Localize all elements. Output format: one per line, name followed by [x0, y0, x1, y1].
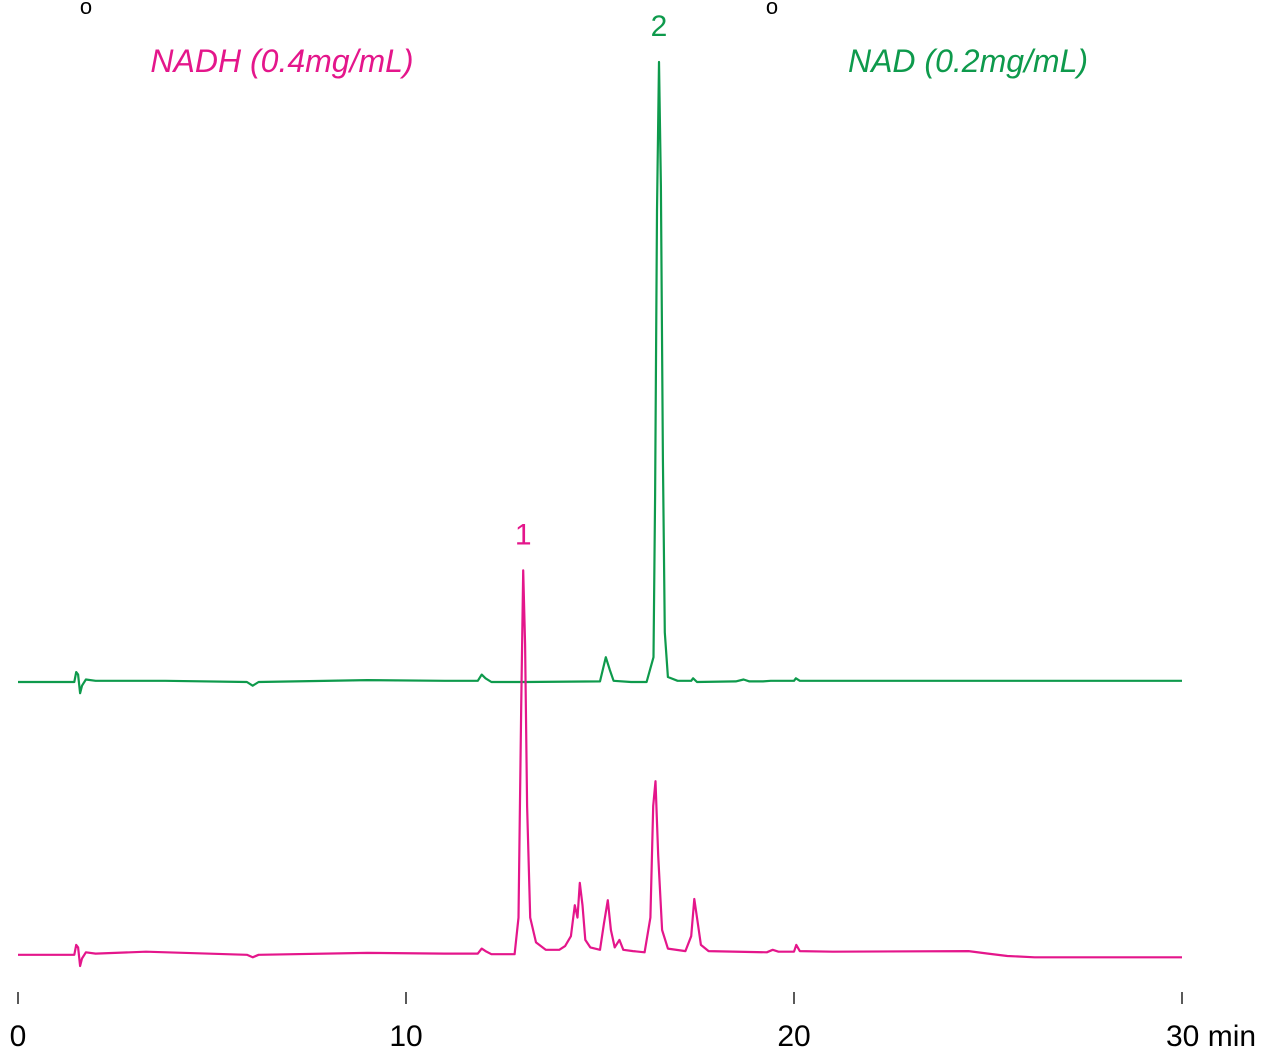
x-axis: 0 10 20 30 min [10, 992, 1256, 1050]
x-tick-label: 30 min [1166, 1020, 1256, 1050]
x-tick-label: 0 [10, 1020, 27, 1050]
x-tick-label: 20 [777, 1020, 810, 1050]
series-label-nad: NAD (0.2mg/mL) [848, 43, 1088, 79]
series-line-nadh [18, 570, 1182, 966]
series-labels: NADH (0.4mg/mL) NAD (0.2mg/mL) [150, 43, 1088, 79]
annotation-marks: o o [80, 0, 778, 19]
traces-group [18, 62, 1182, 966]
peak-label-2: 2 [651, 10, 668, 43]
x-tick-label: 10 [389, 1020, 422, 1050]
peak-labels-group: 12 [515, 10, 667, 551]
series-line-nad [18, 62, 1182, 693]
series-label-nadh: NADH (0.4mg/mL) [150, 43, 413, 79]
annotation-mark-left: o [80, 0, 92, 19]
annotation-mark-right: o [766, 0, 778, 19]
peak-label-1: 1 [515, 518, 532, 551]
